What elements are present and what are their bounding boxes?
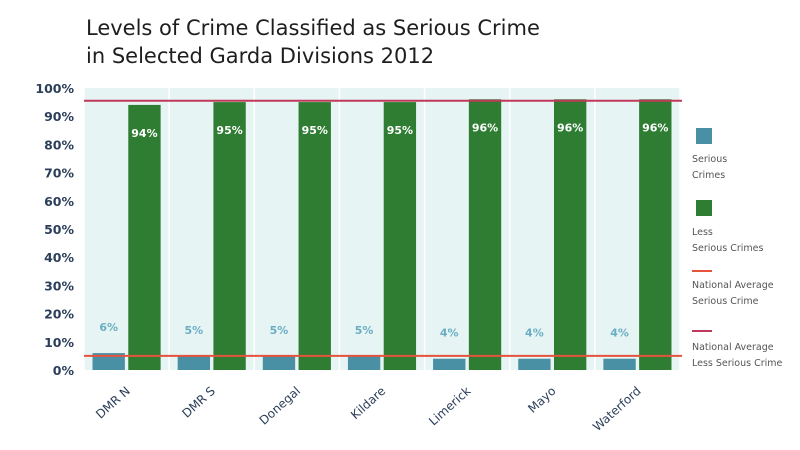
bar-serious-crimes xyxy=(347,355,381,370)
y-tick-label: 90% xyxy=(44,109,74,124)
data-label-serious-crimes: 5% xyxy=(270,324,289,337)
x-category-label: Kildare xyxy=(348,384,388,422)
bar-serious-crimes xyxy=(433,358,466,370)
data-label-less-serious-crimes: 95% xyxy=(302,124,328,137)
bar-less-serious-crimes xyxy=(213,102,246,370)
y-tick-label: 100% xyxy=(35,81,74,96)
legend-label-serious-crimes: Serious Crimes xyxy=(692,152,800,184)
y-tick-label: 60% xyxy=(44,194,74,209)
bar-serious-crimes xyxy=(603,358,636,370)
legend-label-serious-line-2: Crimes xyxy=(692,170,726,181)
legend-label-less-line-2: Serious Crimes xyxy=(692,243,764,254)
data-label-serious-crimes: 5% xyxy=(355,324,374,337)
bar-less-serious-crimes xyxy=(639,99,672,370)
legend-swatch-less-serious-crimes xyxy=(696,200,712,216)
data-label-less-serious-crimes: 96% xyxy=(472,121,498,134)
legend-label-avg-less-line-2: Less Serious Crime xyxy=(692,358,783,369)
bar-serious-crimes xyxy=(177,355,211,370)
x-category-label: Limerick xyxy=(426,384,473,429)
legend-label-less-line-1: Less xyxy=(692,227,713,238)
bar-less-serious-crimes xyxy=(553,99,587,370)
x-category-label: Donegal xyxy=(257,384,303,428)
legend-line-national-average-less-serious xyxy=(692,330,712,332)
data-label-serious-crimes: 4% xyxy=(440,327,459,340)
plot-area xyxy=(84,88,680,370)
bar-chart: 0% 10% 20% 30% 40% 50% 60% 70% 80% 90% 100% 6% 94% DM… xyxy=(35,81,682,434)
legend-line-national-average-serious xyxy=(692,270,712,272)
legend-label-avg-serious-line-1: National Average xyxy=(692,280,774,291)
bar-less-serious-crimes xyxy=(383,102,417,370)
y-tick-label: 20% xyxy=(44,307,74,322)
data-label-less-serious-crimes: 96% xyxy=(557,121,583,134)
legend-swatch-serious-crimes xyxy=(696,128,712,144)
bar-serious-crimes xyxy=(262,355,296,370)
x-category-label: Mayo xyxy=(525,384,558,416)
data-label-serious-crimes: 6% xyxy=(99,321,118,334)
bar-serious-crimes xyxy=(518,358,551,370)
bar-less-serious-crimes xyxy=(128,104,161,371)
x-category-label: DMR N xyxy=(93,384,133,422)
legend-label-less-serious-crimes: Less Serious Crimes xyxy=(692,225,800,257)
data-label-less-serious-crimes: 95% xyxy=(216,124,242,137)
data-label-less-serious-crimes: 94% xyxy=(131,127,157,140)
x-category-label: Waterford xyxy=(590,384,644,434)
y-tick-label: 40% xyxy=(44,250,74,265)
chart-title-line-1: Levels of Crime Classified as Serious Cr… xyxy=(86,16,540,40)
bar-serious-crimes xyxy=(92,353,125,370)
legend-label-national-average-less-serious: National Average Less Serious Crime xyxy=(692,340,800,372)
data-label-less-serious-crimes: 95% xyxy=(387,124,413,137)
y-tick-label: 70% xyxy=(44,166,74,181)
bar-less-serious-crimes xyxy=(298,102,331,370)
data-label-serious-crimes: 4% xyxy=(525,327,544,340)
data-label-serious-crimes: 4% xyxy=(610,327,629,340)
legend-label-serious-line-1: Serious xyxy=(692,154,728,165)
chart-title-line-2: in Selected Garda Divisions 2012 xyxy=(86,44,435,68)
legend-label-avg-serious-line-2: Serious Crime xyxy=(692,296,759,307)
y-tick-label: 0% xyxy=(53,363,75,378)
bar-less-serious-crimes xyxy=(468,99,502,370)
y-tick-label: 80% xyxy=(44,137,74,152)
y-tick-label: 10% xyxy=(44,335,74,350)
y-tick-label: 50% xyxy=(44,222,74,237)
x-category-label: DMR S xyxy=(179,384,218,421)
y-tick-label: 30% xyxy=(44,278,74,293)
chart-title: Levels of Crime Classified as Serious Cr… xyxy=(86,14,540,70)
legend-label-avg-less-line-1: National Average xyxy=(692,342,774,353)
data-label-less-serious-crimes: 96% xyxy=(642,121,668,134)
data-label-serious-crimes: 5% xyxy=(184,324,203,337)
legend-label-national-average-serious: National Average Serious Crime xyxy=(692,278,800,310)
